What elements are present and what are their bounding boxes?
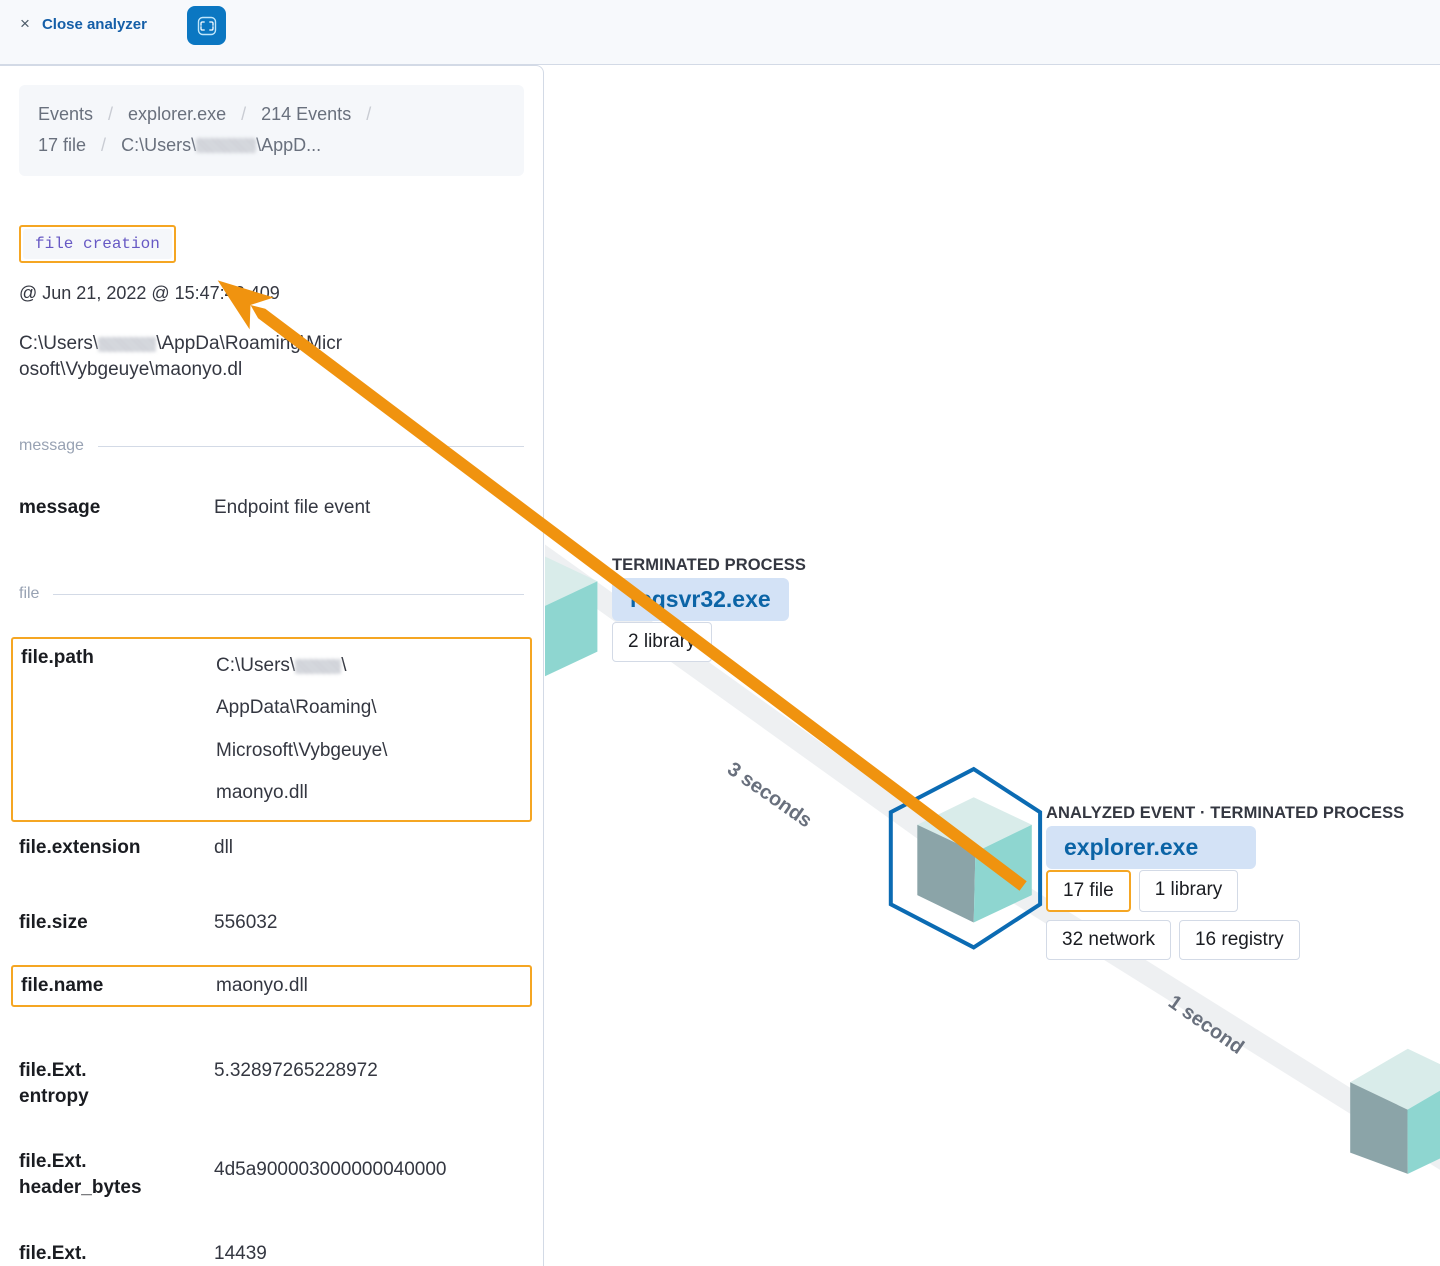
svg-text:3 seconds: 3 seconds: [723, 758, 816, 832]
